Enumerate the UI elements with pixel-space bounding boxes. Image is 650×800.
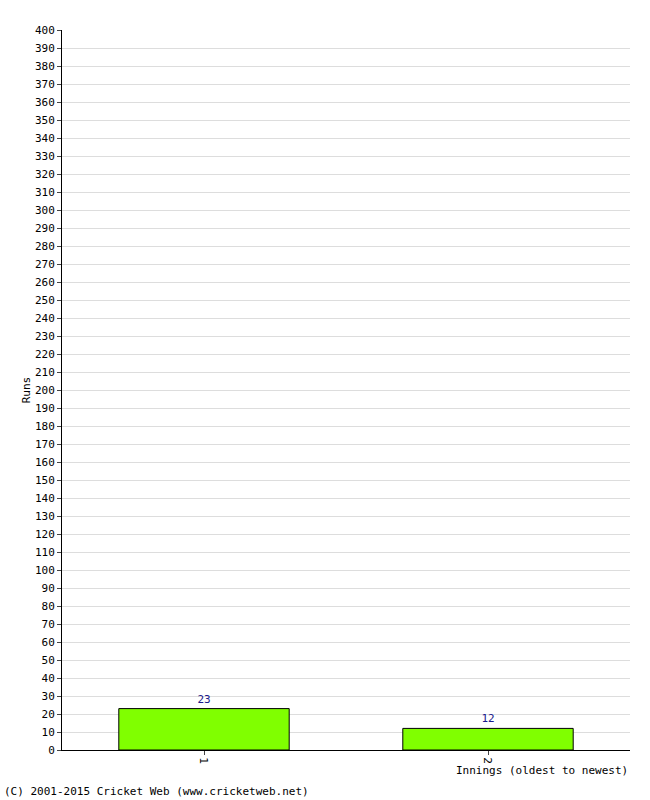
svg-text:200: 200	[35, 384, 55, 397]
svg-text:10: 10	[42, 726, 55, 739]
svg-text:Runs: Runs	[20, 377, 33, 404]
svg-text:0: 0	[48, 744, 55, 757]
svg-text:320: 320	[35, 168, 55, 181]
svg-text:240: 240	[35, 312, 55, 325]
svg-text:380: 380	[35, 60, 55, 73]
svg-text:50: 50	[42, 654, 55, 667]
svg-text:40: 40	[42, 672, 55, 685]
svg-text:60: 60	[42, 636, 55, 649]
svg-text:280: 280	[35, 240, 55, 253]
svg-text:350: 350	[35, 114, 55, 127]
svg-text:100: 100	[35, 564, 55, 577]
svg-text:230: 230	[35, 330, 55, 343]
svg-text:170: 170	[35, 438, 55, 451]
svg-text:370: 370	[35, 78, 55, 91]
svg-text:210: 210	[35, 366, 55, 379]
svg-text:270: 270	[35, 258, 55, 271]
svg-text:110: 110	[35, 546, 55, 559]
svg-text:330: 330	[35, 150, 55, 163]
svg-text:Innings (oldest to newest): Innings (oldest to newest)	[456, 764, 628, 777]
svg-text:220: 220	[35, 348, 55, 361]
svg-text:70: 70	[42, 618, 55, 631]
svg-text:360: 360	[35, 96, 55, 109]
svg-text:190: 190	[35, 402, 55, 415]
svg-text:340: 340	[35, 132, 55, 145]
svg-text:30: 30	[42, 690, 55, 703]
svg-text:120: 120	[35, 528, 55, 541]
svg-text:290: 290	[35, 222, 55, 235]
svg-text:300: 300	[35, 204, 55, 217]
svg-text:150: 150	[35, 474, 55, 487]
svg-text:(C) 2001-2015 Cricket Web (www: (C) 2001-2015 Cricket Web (www.cricketwe…	[4, 785, 309, 798]
svg-text:2: 2	[481, 757, 494, 764]
svg-text:20: 20	[42, 708, 55, 721]
svg-text:12: 12	[481, 712, 494, 725]
svg-text:90: 90	[42, 582, 55, 595]
svg-text:140: 140	[35, 492, 55, 505]
svg-text:390: 390	[35, 42, 55, 55]
svg-text:1: 1	[197, 757, 210, 764]
svg-text:130: 130	[35, 510, 55, 523]
svg-text:250: 250	[35, 294, 55, 307]
svg-text:80: 80	[42, 600, 55, 613]
svg-text:260: 260	[35, 276, 55, 289]
svg-text:180: 180	[35, 420, 55, 433]
svg-text:160: 160	[35, 456, 55, 469]
svg-text:310: 310	[35, 186, 55, 199]
svg-text:400: 400	[35, 24, 55, 37]
svg-text:23: 23	[197, 693, 210, 706]
